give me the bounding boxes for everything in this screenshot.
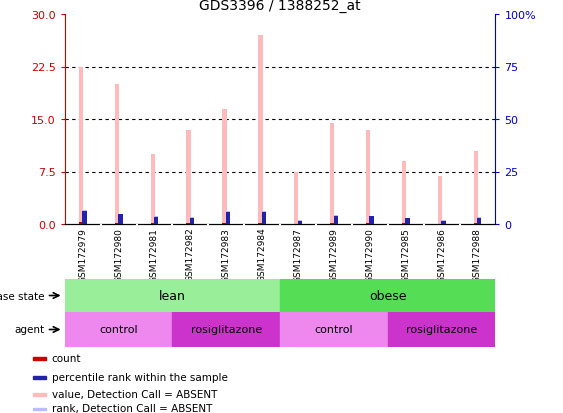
Bar (402, 161, 406, 224)
Bar (441, 221, 445, 224)
Text: control: control (315, 325, 353, 335)
Text: rosiglitazone: rosiglitazone (191, 325, 262, 335)
Bar (172, 312, 280, 347)
Text: count: count (52, 354, 81, 363)
Bar (226, 212, 230, 224)
Bar (65, 279, 280, 312)
Bar (477, 218, 481, 224)
Bar (33, 358, 46, 360)
Title: GDS3396 / 1388252_at: GDS3396 / 1388252_at (199, 0, 361, 12)
Bar (190, 218, 194, 224)
Bar (186, 130, 191, 224)
Bar (330, 123, 334, 224)
Bar (222, 223, 227, 224)
Bar (369, 217, 374, 224)
Text: GSM172985: GSM172985 (401, 227, 410, 282)
Bar (366, 223, 370, 224)
Text: lean: lean (159, 289, 186, 302)
Bar (154, 217, 158, 224)
Bar (280, 312, 388, 347)
Text: GSM172980: GSM172980 (114, 227, 123, 282)
Bar (298, 220, 302, 224)
Text: GSM172990: GSM172990 (365, 227, 374, 282)
Bar (65, 312, 172, 347)
Bar (150, 154, 155, 224)
Bar (333, 216, 338, 224)
Text: GSM172983: GSM172983 (222, 227, 231, 282)
Bar (82, 211, 87, 224)
Bar (298, 221, 302, 224)
Text: agent: agent (14, 325, 44, 335)
Text: GSM172982: GSM172982 (186, 227, 195, 282)
Text: GSM172987: GSM172987 (293, 227, 302, 282)
Bar (369, 216, 374, 224)
Text: percentile rank within the sample: percentile rank within the sample (52, 372, 227, 382)
Text: obese: obese (369, 289, 406, 302)
Text: control: control (99, 325, 138, 335)
Bar (441, 220, 445, 224)
Text: GSM172981: GSM172981 (150, 227, 159, 282)
Bar (280, 279, 495, 312)
Bar (118, 215, 123, 224)
Text: GSM172986: GSM172986 (437, 227, 446, 282)
Bar (115, 85, 119, 224)
Text: disease state: disease state (0, 291, 44, 301)
Bar (258, 223, 262, 224)
Bar (79, 67, 83, 224)
Bar (294, 172, 298, 224)
Bar (190, 218, 194, 224)
Bar (33, 393, 46, 396)
Bar (330, 223, 334, 224)
Bar (473, 151, 478, 224)
Bar (118, 214, 123, 224)
Text: rank, Detection Call = ABSENT: rank, Detection Call = ABSENT (52, 404, 212, 413)
Bar (405, 219, 410, 224)
Text: GSM172979: GSM172979 (78, 227, 87, 282)
Text: value, Detection Call = ABSENT: value, Detection Call = ABSENT (52, 389, 217, 399)
Bar (366, 130, 370, 224)
Text: GSM172989: GSM172989 (329, 227, 338, 282)
Bar (115, 223, 119, 224)
Bar (154, 218, 158, 224)
Bar (477, 218, 481, 224)
Text: GSM172984: GSM172984 (258, 227, 267, 282)
Bar (222, 109, 227, 224)
Bar (33, 408, 46, 411)
Bar (333, 215, 338, 224)
Bar (258, 36, 262, 224)
Text: rosiglitazone: rosiglitazone (406, 325, 477, 335)
Bar (405, 218, 410, 224)
Bar (262, 213, 266, 224)
Bar (262, 212, 266, 224)
Bar (226, 213, 230, 224)
Bar (79, 223, 83, 224)
Bar (437, 177, 442, 224)
Bar (82, 211, 87, 224)
Text: GSM172988: GSM172988 (473, 227, 482, 282)
Bar (33, 376, 46, 379)
Bar (388, 312, 495, 347)
